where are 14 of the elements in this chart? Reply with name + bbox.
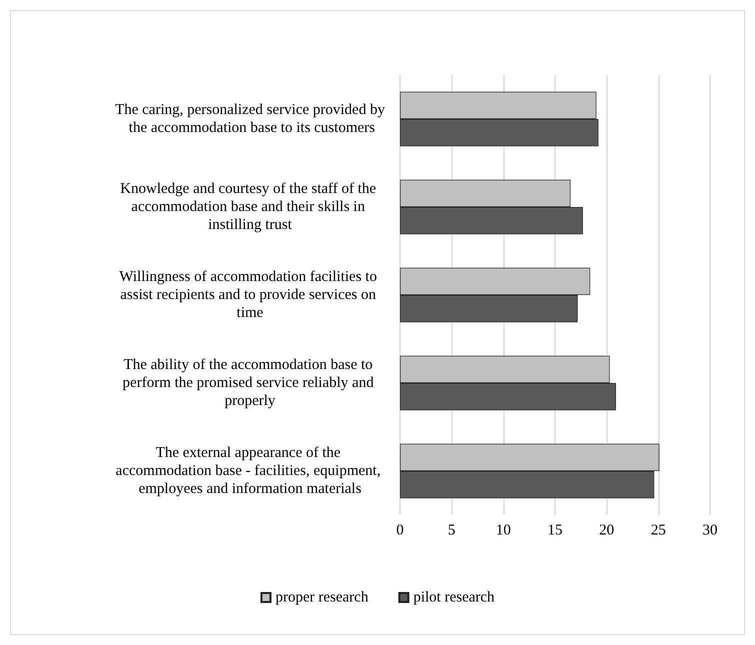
x-tick-label: 25 <box>650 522 666 538</box>
x-tick-label: 10 <box>496 522 511 538</box>
x-tick-label: 20 <box>599 522 614 538</box>
x-tick-label: 30 <box>702 522 718 538</box>
y-tick-label: The external appearance of the accommodation base - facilities, equipment, employees and information materials <box>116 445 384 497</box>
legend-label: pilot research <box>413 590 496 606</box>
y-tick-label: Knowledge and courtesy of the staff of the accommodation base and their skills in instilling trust <box>120 181 380 233</box>
y-tick-label: The caring, personalized service provided by the accommodation base to its customers <box>115 102 386 136</box>
x-tick-label: 15 <box>548 522 562 538</box>
x-tick-label: 5 <box>448 522 456 538</box>
y-tick-label: Willingness of accommodation facilities to assist recipients and to provide services on time <box>119 269 381 321</box>
x-tick-label: 0 <box>396 522 404 538</box>
y-tick-label: The ability of the accommodation base to perform the promised service reliably and properly <box>122 357 378 409</box>
legend-label: proper research <box>275 590 369 606</box>
